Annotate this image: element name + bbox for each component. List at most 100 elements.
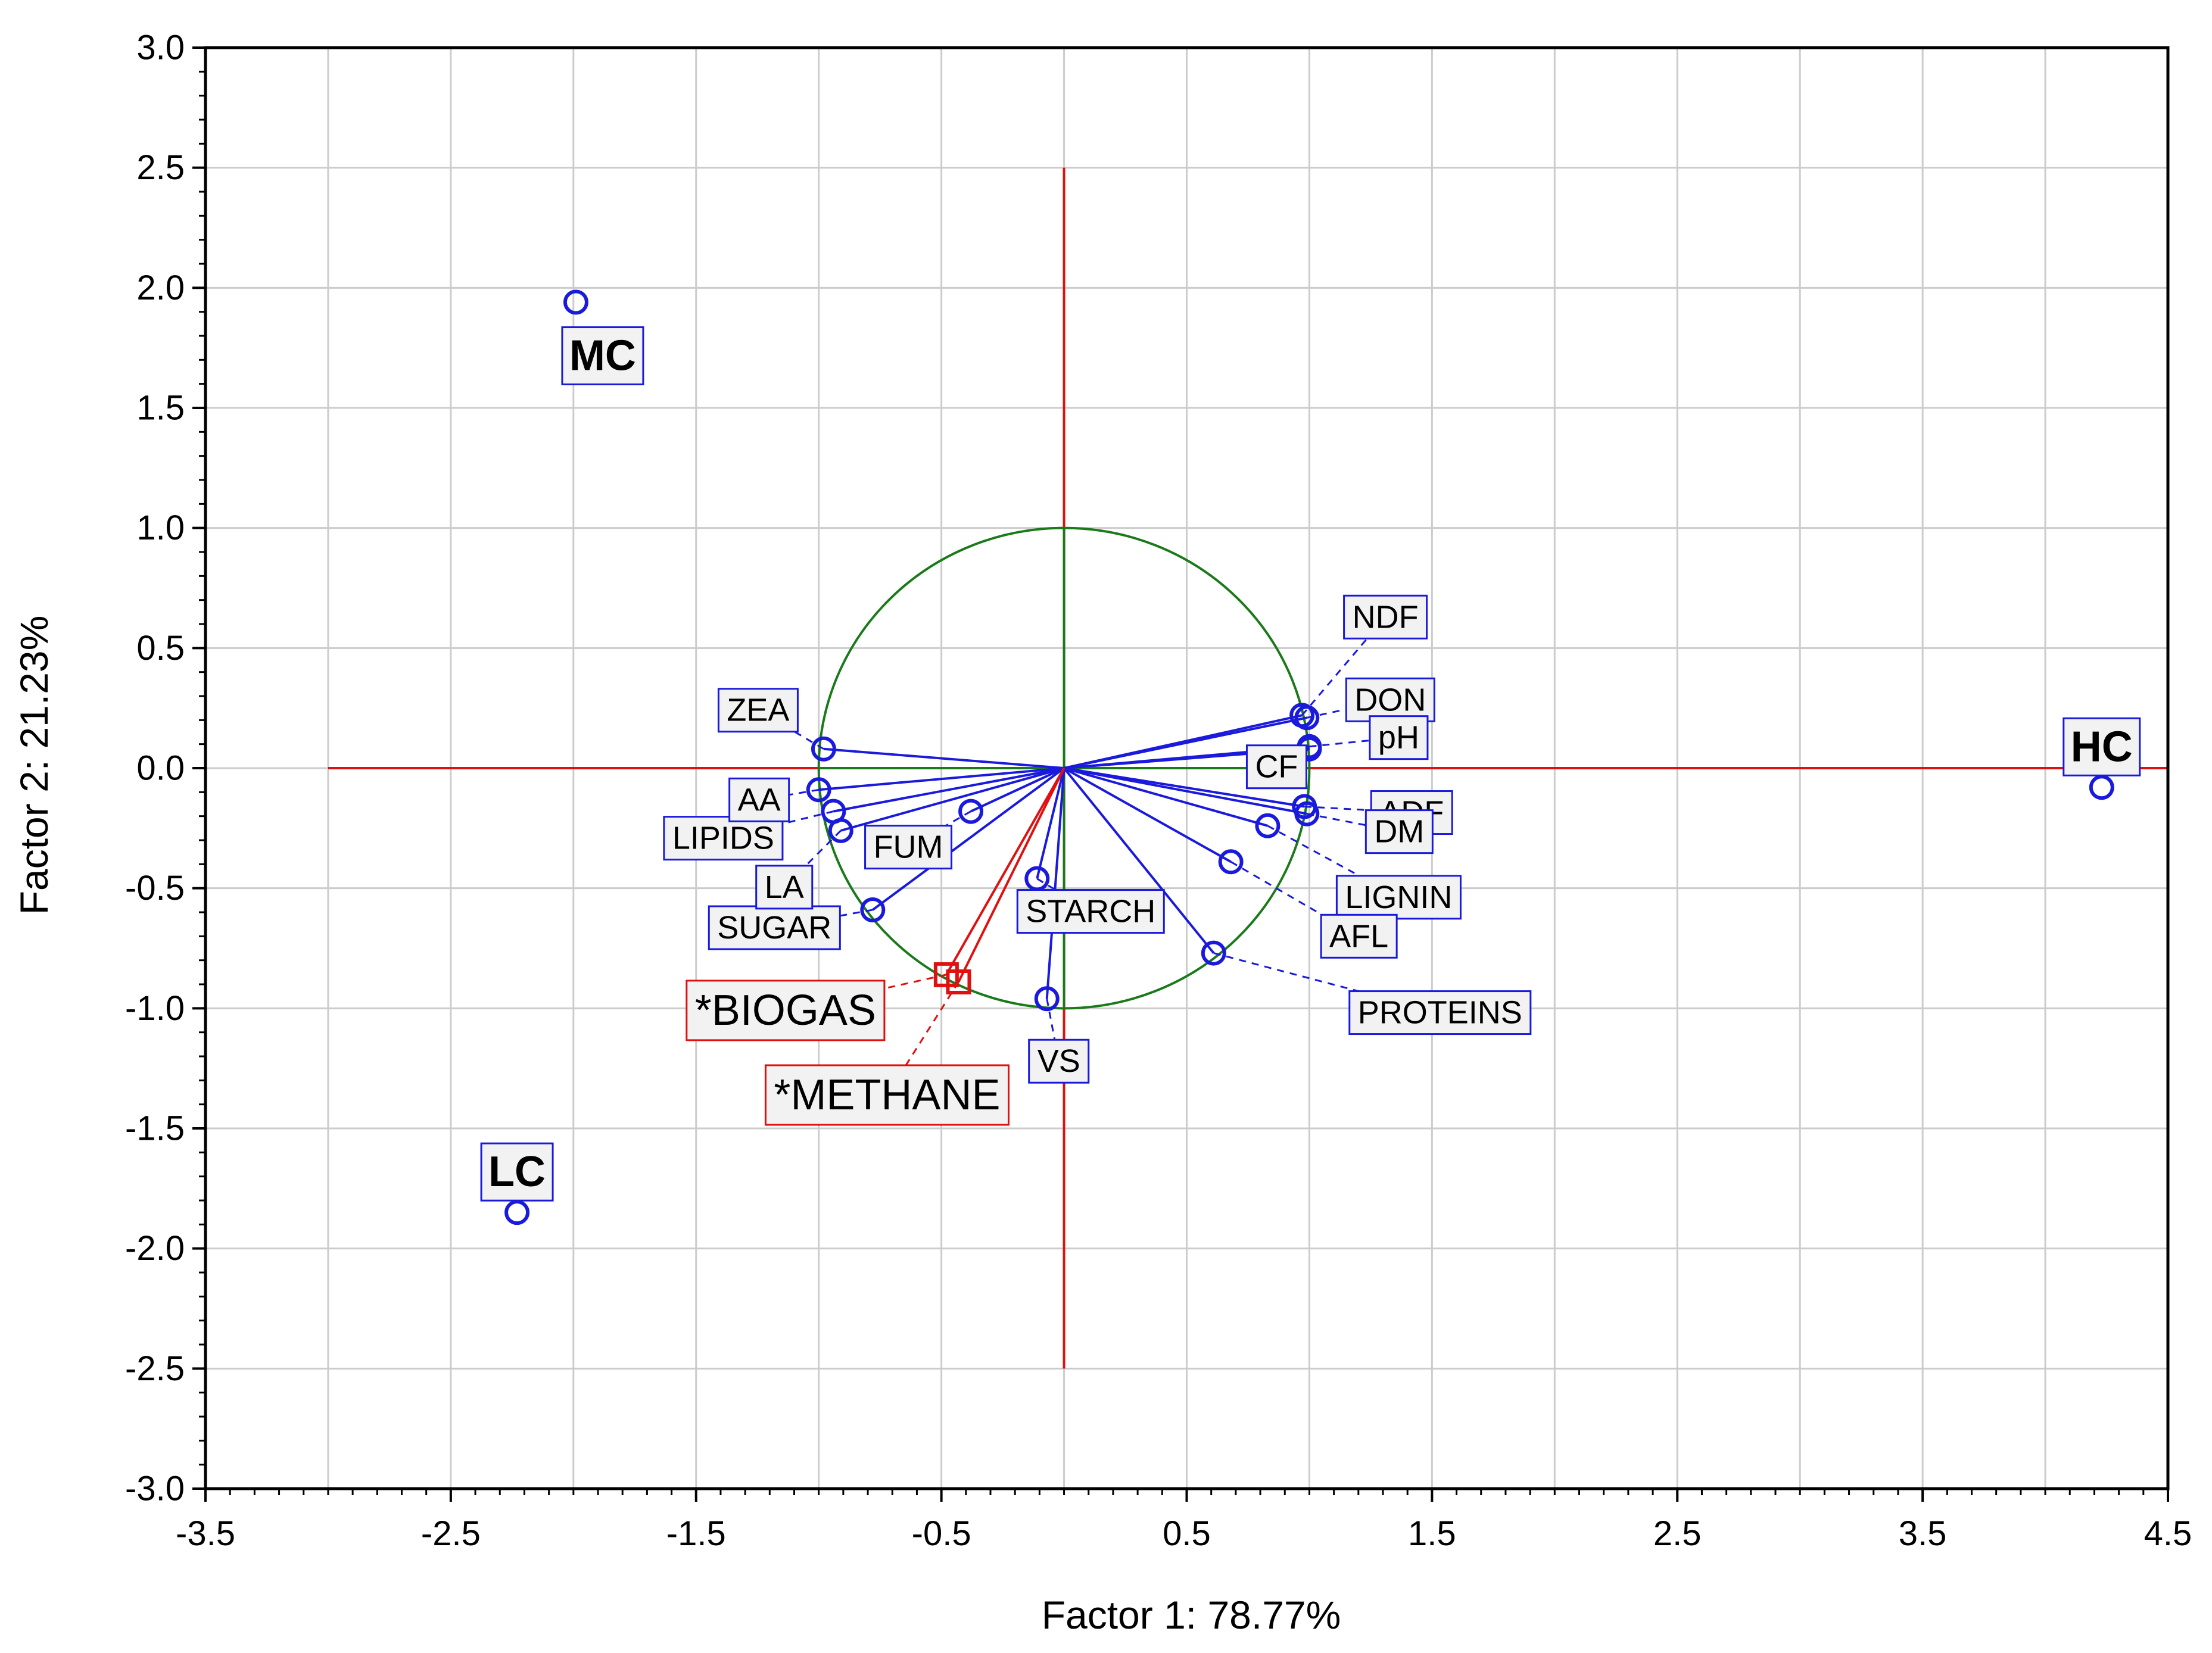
vector-biogas xyxy=(945,768,1066,975)
vector-starch xyxy=(1036,768,1066,879)
vector-vs xyxy=(1045,768,1066,999)
label-lipids-box xyxy=(663,816,784,861)
x-tick-label: 0.5 xyxy=(1163,1514,1211,1553)
label-zea-group: ZEA xyxy=(717,688,799,733)
label-adf-leader xyxy=(1304,806,1412,814)
point-proteins xyxy=(1201,940,1226,966)
vector-zea xyxy=(823,747,1064,769)
y-tick-label: 1.0 xyxy=(136,509,185,547)
y-tick-label: -2.0 xyxy=(125,1229,185,1268)
label-ph-group: pH xyxy=(1369,715,1429,760)
label-lignin: LIGNIN xyxy=(1345,879,1452,915)
label-lignin-group: LIGNIN xyxy=(1335,875,1462,920)
label-aa-box xyxy=(728,777,790,822)
point-hc xyxy=(2089,775,2114,800)
vector-dm xyxy=(1064,767,1307,815)
label-mc: MC xyxy=(569,332,636,380)
label-biogas: *BIOGAS xyxy=(695,987,876,1034)
label-sugar-group: SUGAR xyxy=(708,905,841,950)
variable-vectors xyxy=(818,714,1310,999)
x-tick-label: 2.5 xyxy=(1653,1514,1702,1553)
label-vs: VS xyxy=(1038,1043,1080,1079)
point-labels: NDFDONCFpHADFDMLIGNINAFLPROTEINSVSSTARCH… xyxy=(480,326,2141,1202)
vector-lipids xyxy=(833,767,1064,813)
y-tick-label: -3.0 xyxy=(125,1470,185,1508)
label-aa-group: AA xyxy=(728,777,790,822)
label-hc-box xyxy=(2063,717,2141,776)
label-dm-group: DM xyxy=(1364,809,1434,854)
point-afl xyxy=(1218,849,1244,875)
vector-afl xyxy=(1063,767,1232,863)
label-biogas-box xyxy=(686,980,886,1041)
y-tick-label: 3.0 xyxy=(136,29,185,67)
label-ndf-box xyxy=(1343,594,1428,640)
label-fum-group: FUM xyxy=(864,825,953,870)
x-tick-label: 4.5 xyxy=(2144,1514,2192,1553)
label-mc-box xyxy=(561,326,644,386)
vector-methane xyxy=(957,768,1066,983)
label-sugar-box xyxy=(708,905,841,950)
label-ph: pH xyxy=(1378,720,1419,756)
label-don-box xyxy=(1345,677,1435,722)
label-afl-box xyxy=(1320,913,1398,959)
label-ph-leader xyxy=(1309,737,1399,748)
vector-lignin xyxy=(1064,767,1268,827)
label-la-group: LA xyxy=(755,865,814,910)
y-axis-title: Factor 2: 21.23% xyxy=(12,616,56,915)
vector-la xyxy=(840,767,1065,832)
label-lc: LC xyxy=(488,1148,546,1196)
label-cf-group: CF xyxy=(1245,744,1307,790)
y-tick-label: -1.0 xyxy=(125,989,185,1028)
label-vs-box xyxy=(1028,1038,1090,1084)
label-vs-group: VS xyxy=(1028,1038,1090,1084)
label-aa: AA xyxy=(738,782,781,818)
x-axis-title: Factor 1: 78.77% xyxy=(1042,1593,1341,1637)
y-tick-label: -0.5 xyxy=(125,869,185,907)
point-methane xyxy=(946,969,971,994)
label-la-box xyxy=(755,865,814,910)
label-fum-box xyxy=(864,825,953,870)
label-lignin-box xyxy=(1335,875,1462,920)
label-dm-box xyxy=(1364,809,1434,854)
label-lc-box xyxy=(480,1142,554,1202)
label-methane: *METHANE xyxy=(774,1071,1000,1119)
label-starch: STARCH xyxy=(1026,894,1155,930)
y-tick-label: -2.5 xyxy=(125,1349,185,1388)
label-don-group: DON xyxy=(1345,677,1435,722)
point-fum xyxy=(958,799,984,824)
label-ph-box xyxy=(1369,715,1429,760)
label-sugar: SUGAR xyxy=(717,910,831,946)
label-mc-group: MC xyxy=(561,326,644,386)
point-sugar xyxy=(860,897,886,922)
vector-fum xyxy=(970,767,1065,813)
y-tick-label: 2.0 xyxy=(136,269,185,307)
x-tick-label: -3.5 xyxy=(176,1514,235,1553)
label-lc-group: LC xyxy=(480,1142,554,1202)
point-dm xyxy=(1294,801,1320,826)
label-proteins: PROTEINS xyxy=(1358,995,1522,1031)
label-zea-box xyxy=(717,688,799,733)
vector-proteins xyxy=(1063,767,1215,954)
label-lipids-group: LIPIDS xyxy=(663,816,784,861)
vector-sugar xyxy=(872,767,1065,911)
label-don: DON xyxy=(1354,682,1426,718)
point-lc xyxy=(504,1200,530,1225)
label-afl-group: AFL xyxy=(1320,913,1398,959)
point-mc xyxy=(563,289,588,315)
point-vs xyxy=(1034,986,1060,1012)
label-starch-group: STARCH xyxy=(1016,889,1165,934)
label-ndf: NDF xyxy=(1353,599,1419,635)
point-don xyxy=(1294,705,1320,731)
label-ndf-group: NDF xyxy=(1343,594,1428,640)
label-zea: ZEA xyxy=(727,693,789,728)
label-hc-group: HC xyxy=(2063,717,2141,776)
label-la: LA xyxy=(765,869,804,905)
y-tick-label: 2.5 xyxy=(136,148,185,187)
y-tick-label: 1.5 xyxy=(136,389,185,428)
label-lipids: LIPIDS xyxy=(672,821,774,856)
vector-aa xyxy=(818,767,1064,791)
label-proteins-box xyxy=(1348,990,1532,1036)
label-fum: FUM xyxy=(874,829,943,865)
label-dm: DM xyxy=(1374,814,1424,850)
